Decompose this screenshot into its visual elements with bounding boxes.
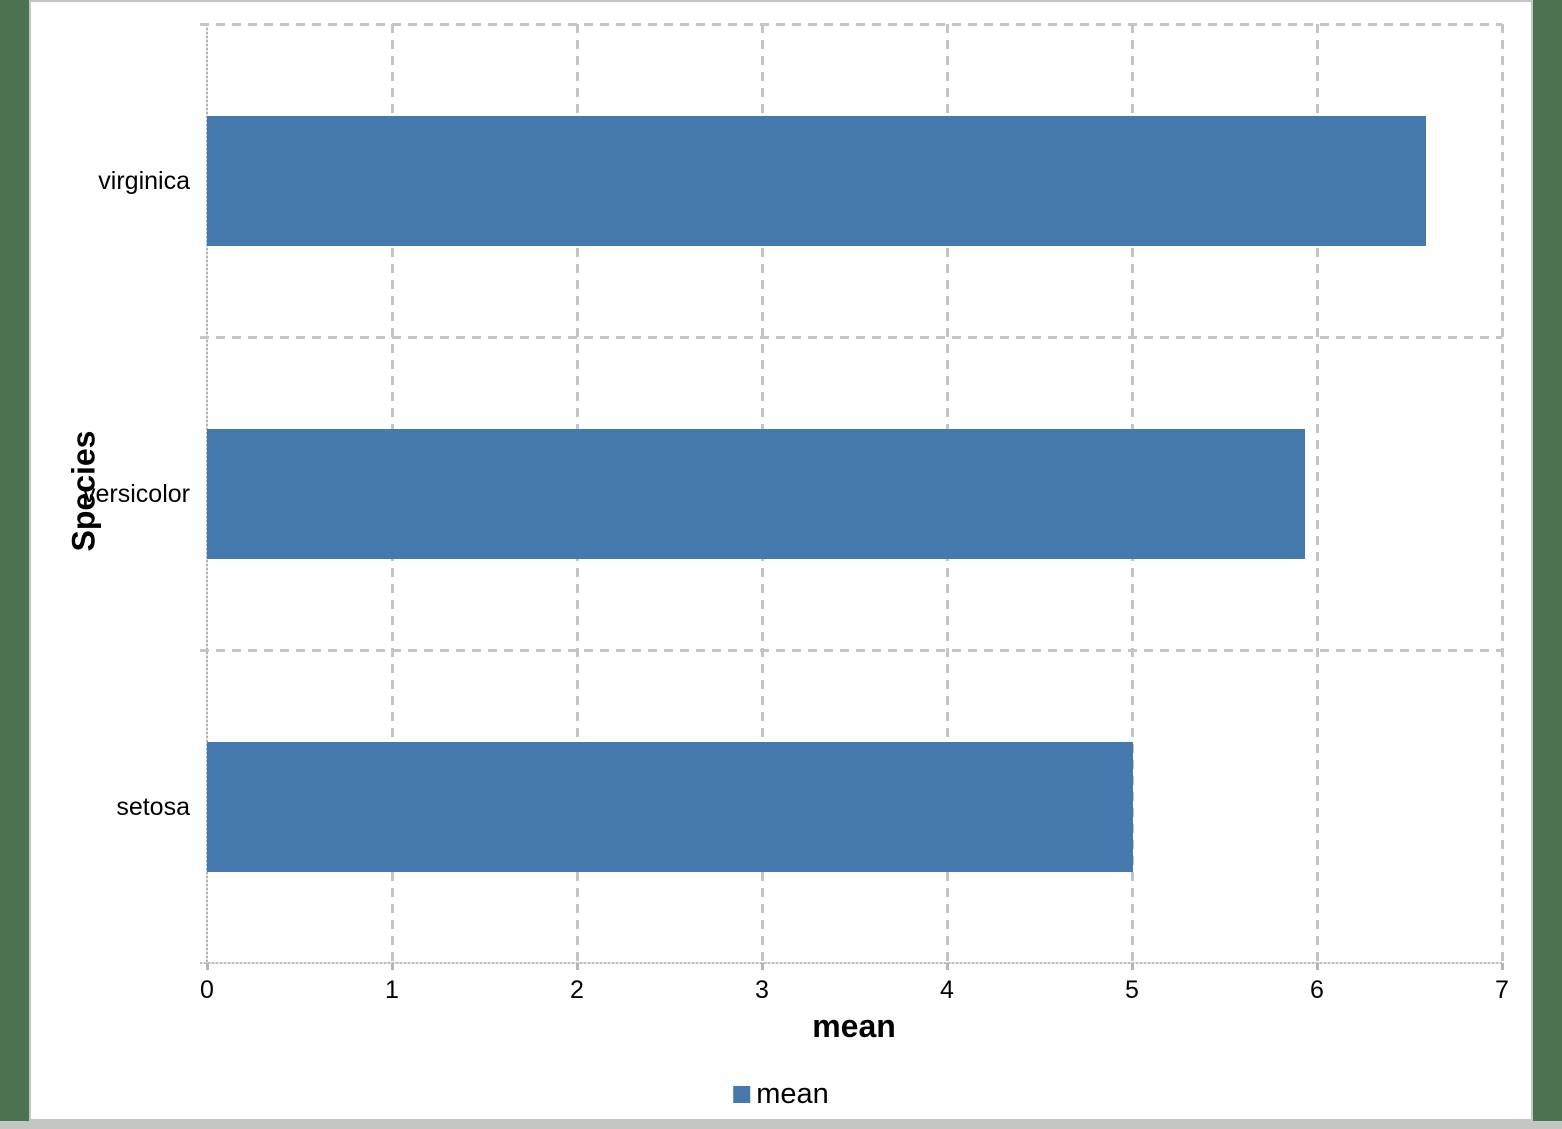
x-axis-title: mean (812, 1008, 896, 1044)
gridline-vertical (1316, 24, 1319, 963)
y-axis-title: Species (65, 430, 102, 552)
x-tick-label: 2 (570, 976, 584, 1004)
legend-label: mean (756, 1078, 829, 1110)
gridline-horizontal (200, 336, 1502, 339)
bar (207, 741, 1134, 872)
x-tick-label: 4 (940, 976, 954, 1004)
bar (207, 115, 1426, 246)
x-tick-label: 0 (200, 976, 214, 1004)
bar (207, 428, 1306, 559)
plot-area (200, 23, 1504, 970)
chart-canvas: virginica versicolor setosa Species 0 1 2 3 4 5… (29, 0, 1533, 1121)
legend: mean (733, 1080, 829, 1109)
x-tick-label: 1 (385, 976, 399, 1004)
x-axis-tick (761, 963, 764, 970)
x-axis-tick (1131, 963, 1134, 970)
category-label: versicolor (83, 479, 190, 508)
x-axis-tick (576, 963, 579, 970)
x-tick-label: 7 (1495, 976, 1509, 1004)
x-axis-line (200, 962, 1502, 964)
gridline-horizontal (200, 649, 1502, 652)
x-axis-tick (391, 963, 394, 970)
window-bottom-edge (0, 1121, 1562, 1129)
legend-swatch-mean-icon (733, 1086, 751, 1103)
gridline-horizontal (200, 23, 1502, 26)
category-label: virginica (98, 166, 190, 195)
category-label: setosa (116, 792, 190, 821)
x-tick-label: 6 (1310, 976, 1324, 1004)
x-tick-label: 3 (755, 976, 769, 1004)
x-axis-tick (1501, 963, 1504, 970)
gridline-vertical (1501, 24, 1504, 963)
x-tick-label: 5 (1125, 976, 1139, 1004)
x-axis-tick (1316, 963, 1319, 970)
x-axis-tick (946, 963, 949, 970)
x-axis-tick (206, 963, 209, 970)
